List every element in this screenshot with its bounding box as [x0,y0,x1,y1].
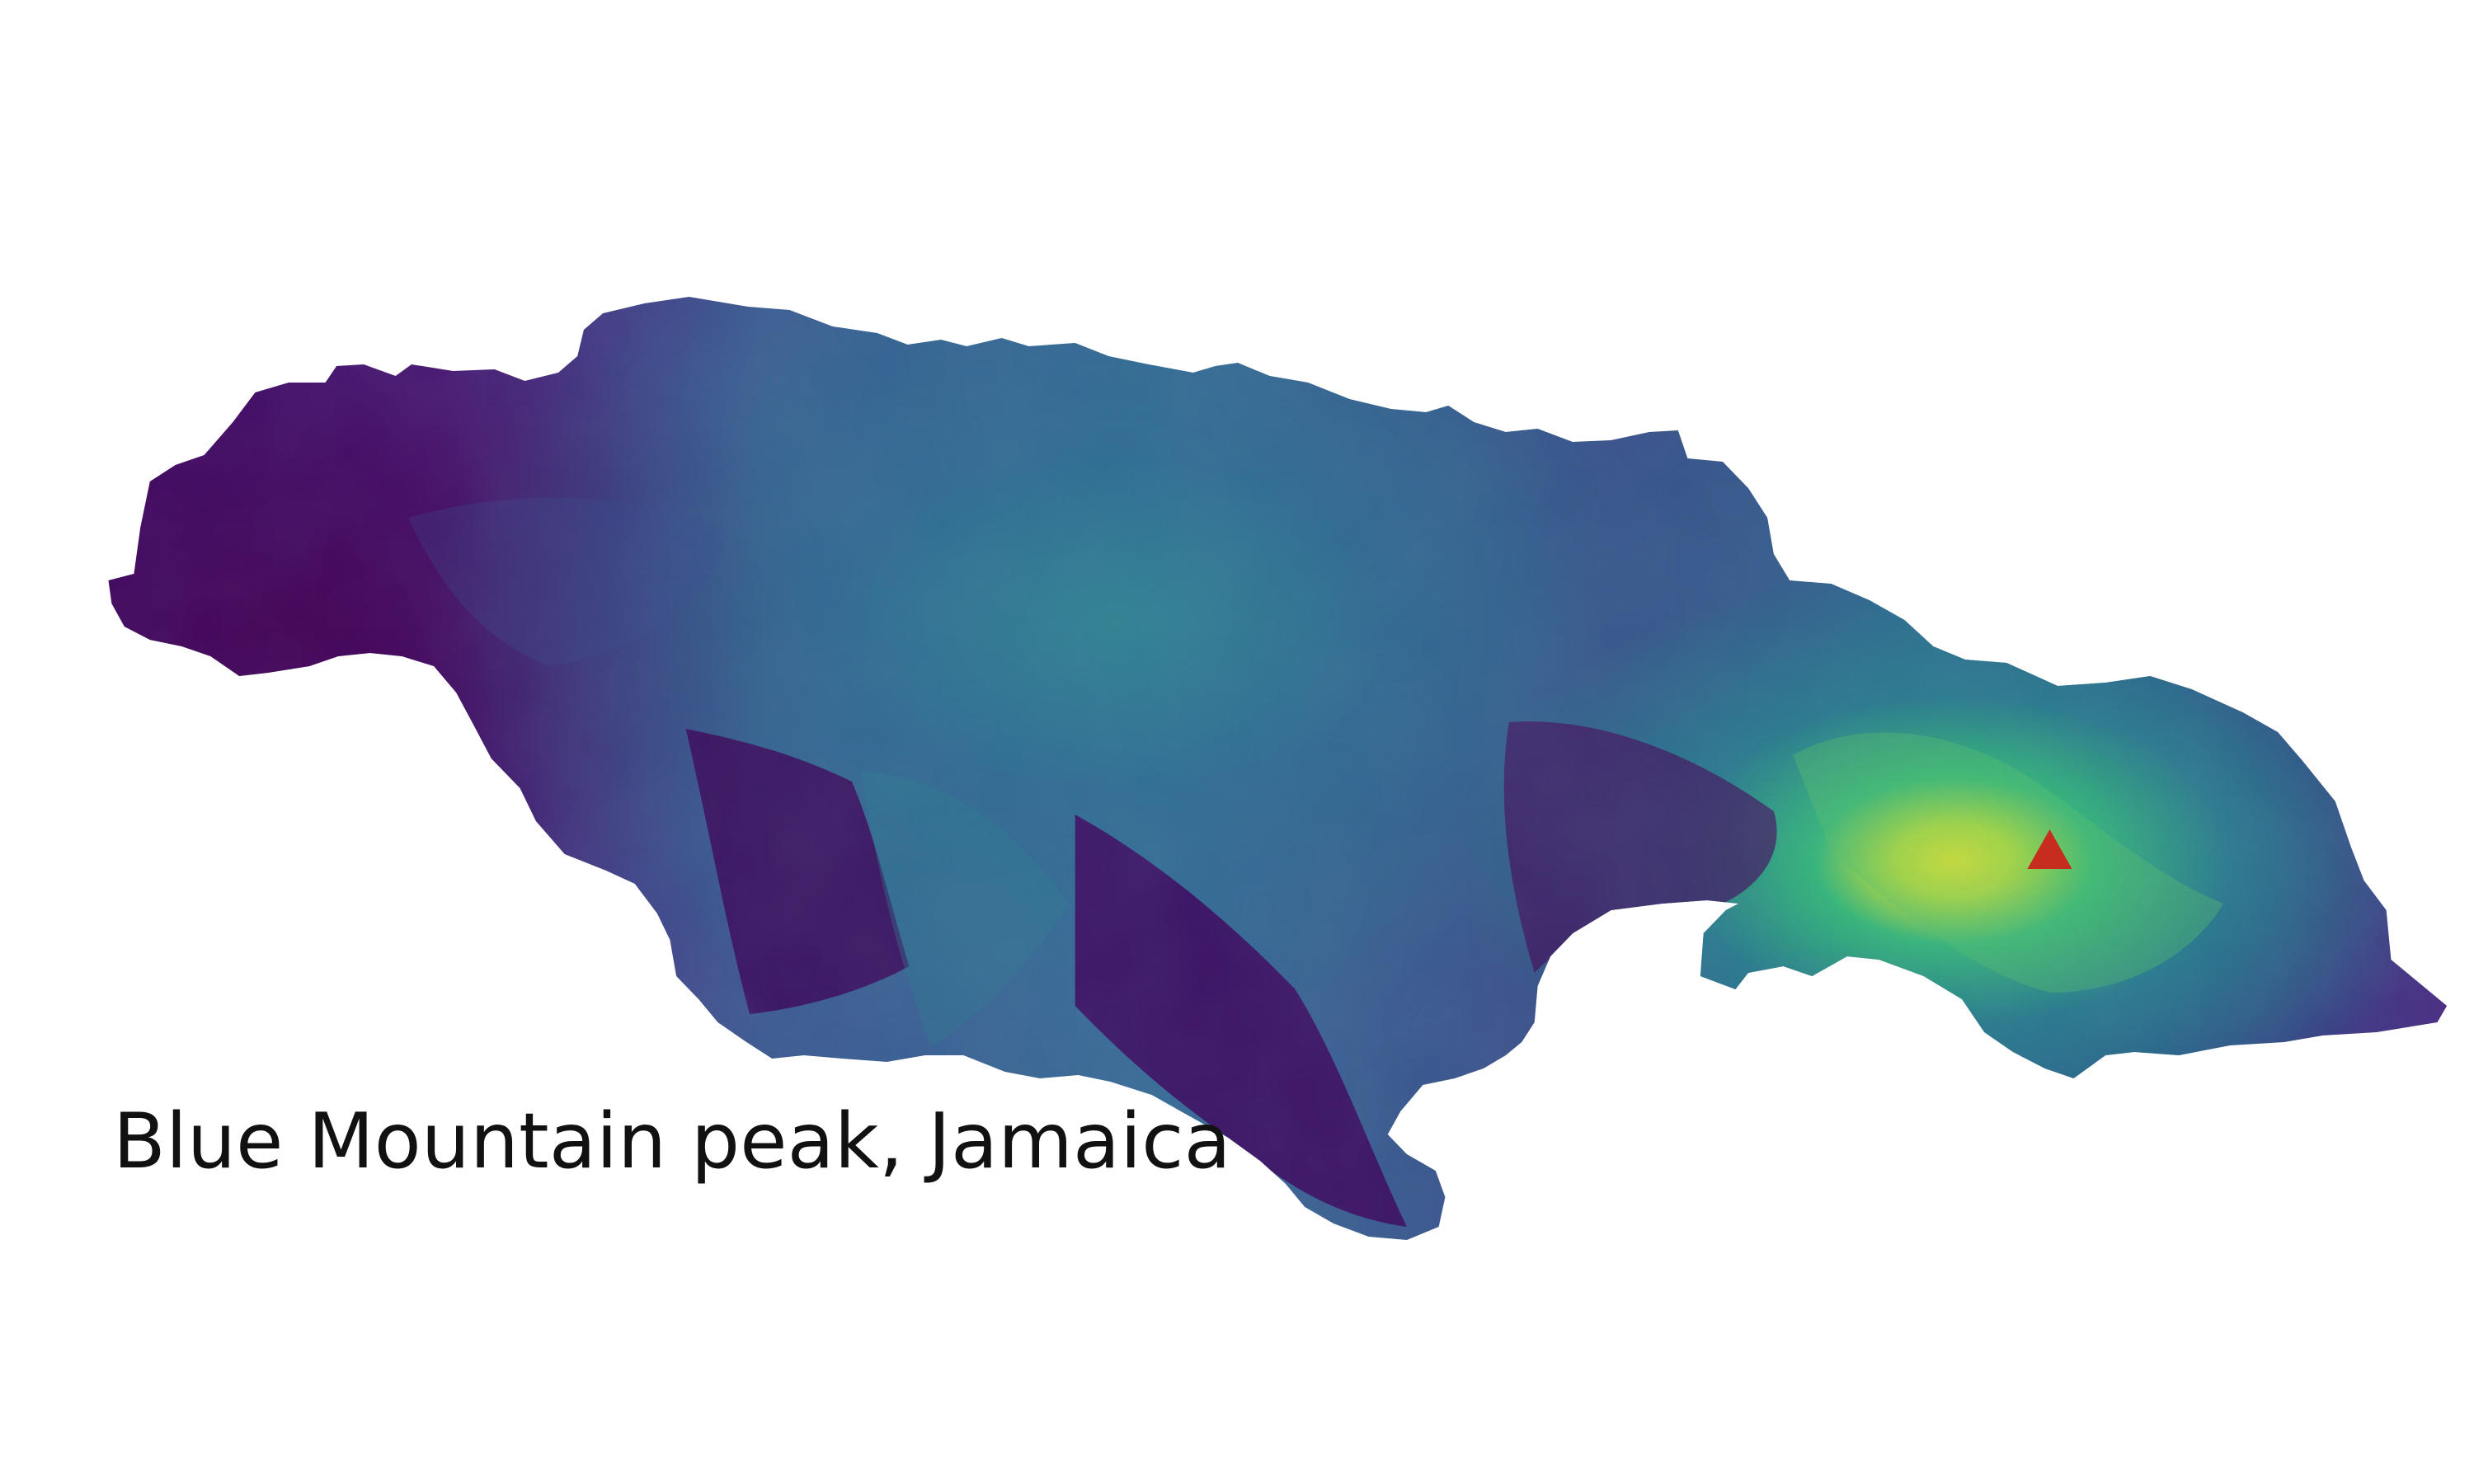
peak-marker-icon [2027,829,2072,869]
map-caption: Blue Mountain peak, Jamaica [113,1097,1231,1186]
